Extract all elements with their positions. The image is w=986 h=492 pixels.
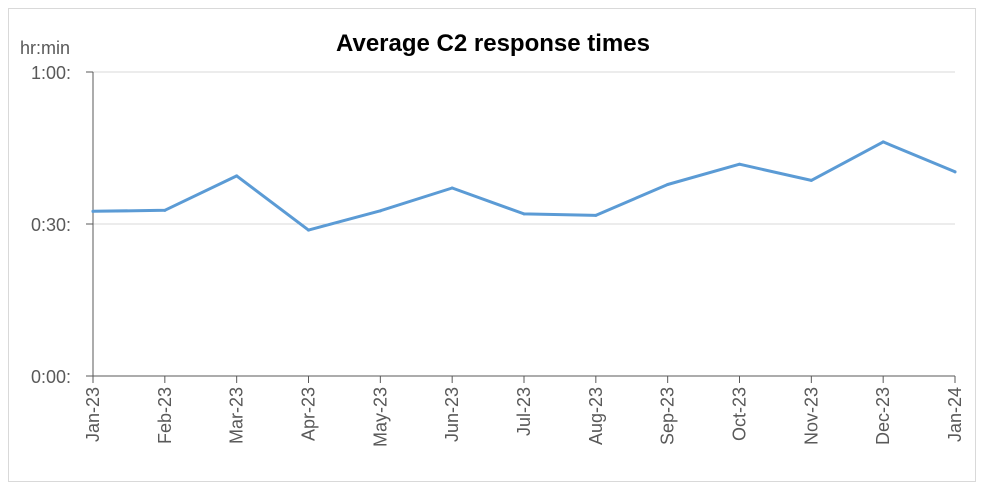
data-point bbox=[235, 174, 239, 178]
x-tick-label: Mar-23 bbox=[227, 387, 247, 444]
data-point bbox=[91, 209, 95, 213]
data-point bbox=[594, 213, 598, 217]
y-tick-label: 0:00: bbox=[31, 367, 71, 387]
data-point bbox=[163, 208, 167, 212]
x-tick-label: Feb-23 bbox=[155, 387, 175, 444]
data-point bbox=[666, 182, 670, 186]
data-point bbox=[522, 212, 526, 216]
y-tick-label: 1:00: bbox=[31, 63, 71, 83]
y-tick-label: 0:30: bbox=[31, 215, 71, 235]
x-tick-labels: Jan-23 Feb-23 Mar-23 Apr-23 May-23 Jun-23 Jul-… bbox=[83, 387, 965, 447]
x-tick-label: Apr-23 bbox=[299, 387, 319, 441]
series-layer bbox=[91, 140, 957, 232]
data-point bbox=[809, 178, 813, 182]
x-tick-label: Dec-23 bbox=[873, 387, 893, 445]
series-line bbox=[91, 140, 957, 232]
x-tick-label: Jun-23 bbox=[442, 387, 462, 442]
axes bbox=[86, 71, 956, 383]
data-point bbox=[738, 162, 741, 166]
x-tick-label: Jul-23 bbox=[514, 387, 534, 436]
x-tick-label: May-23 bbox=[370, 387, 390, 447]
chart-frame bbox=[8, 8, 976, 482]
data-point bbox=[953, 170, 957, 174]
x-tick-label: Jan-24 bbox=[945, 387, 965, 442]
chart-title: Average C2 response times bbox=[336, 30, 650, 57]
x-tick-label: Oct-23 bbox=[730, 387, 750, 441]
data-point bbox=[307, 228, 310, 232]
y-tick-labels: 0:00: 0:30: 1:00: bbox=[31, 63, 71, 387]
data-point bbox=[450, 186, 454, 190]
x-tick-label: Sep-23 bbox=[658, 387, 678, 445]
y-axis-unit-label: hr:min bbox=[20, 38, 70, 58]
x-tick-label: Jan-23 bbox=[83, 387, 103, 442]
data-point bbox=[378, 209, 382, 213]
x-tick-label: Aug-23 bbox=[586, 387, 606, 445]
data-point bbox=[881, 140, 885, 144]
gridlines bbox=[93, 71, 955, 225]
x-tick-label: Nov-23 bbox=[801, 387, 821, 445]
